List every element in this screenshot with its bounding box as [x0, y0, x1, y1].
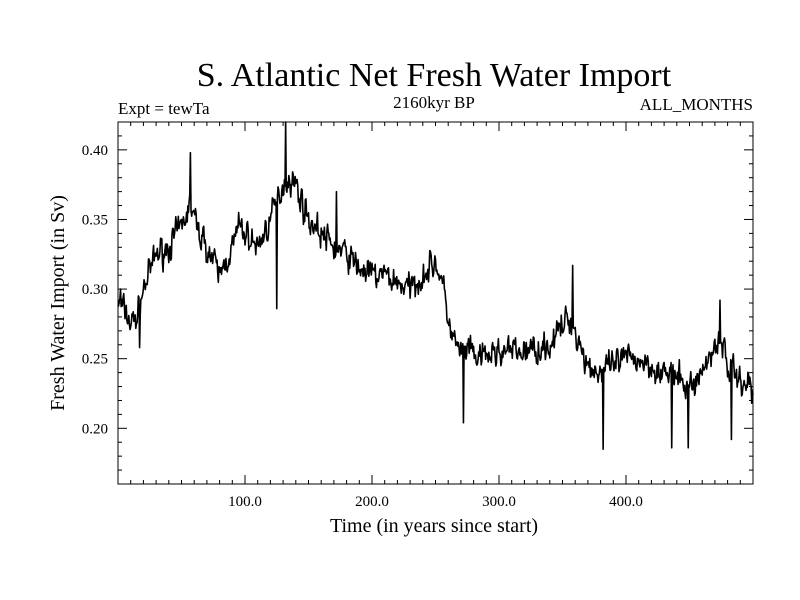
- axis-ticks: 100.0 200.0 300.0 400.0 0.20 0.25 0.30 0.35 0.40: [82, 122, 753, 510]
- x-tick-label: 100.0: [228, 494, 262, 510]
- x-tick-label: 400.0: [609, 494, 643, 510]
- x-tick-label: 300.0: [482, 494, 516, 510]
- y-tick-label: 0.25: [82, 352, 108, 368]
- subtitle-months: ALL_MONTHS: [640, 95, 753, 114]
- chart-title: S. Atlantic Net Fresh Water Import: [197, 57, 672, 94]
- x-tick-label: 200.0: [355, 494, 389, 510]
- y-tick-label: 0.30: [82, 282, 108, 298]
- y-tick-label: 0.35: [82, 212, 108, 228]
- subtitle-experiment: Expt = tewTa: [118, 99, 210, 118]
- y-tick-label: 0.20: [82, 421, 108, 437]
- y-tick-label: 0.40: [82, 143, 108, 159]
- x-axis-label: Time (in years since start): [330, 515, 538, 537]
- subtitle-period: 2160kyr BP: [393, 93, 475, 112]
- y-axis-label: Fresh Water Import (in Sv): [47, 195, 69, 411]
- series-line: [117, 121, 754, 450]
- plot-area: [117, 121, 754, 450]
